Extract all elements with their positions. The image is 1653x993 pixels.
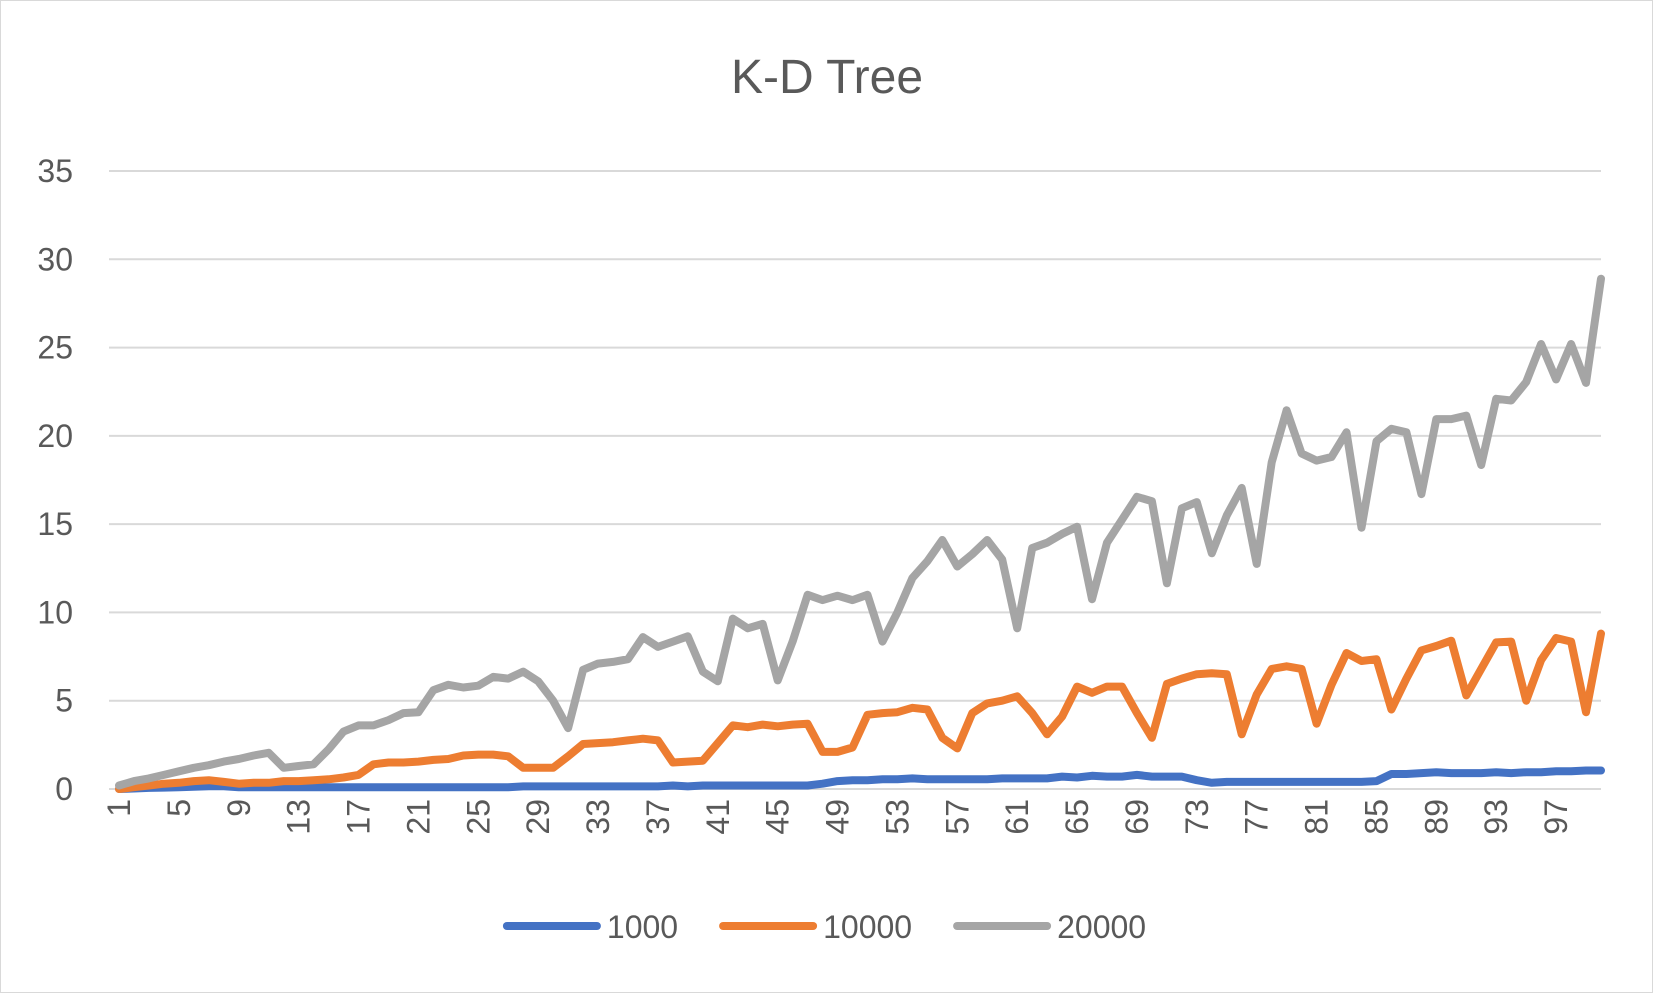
- x-tick-label: 89: [1418, 799, 1454, 835]
- x-tick-label: 73: [1179, 799, 1215, 835]
- x-tick-label: 37: [640, 799, 676, 835]
- legend-label-20000: 20000: [1057, 909, 1146, 945]
- x-tick-label: 17: [341, 799, 377, 835]
- y-tick-label: 15: [37, 506, 73, 542]
- x-tick-label: 33: [580, 799, 616, 835]
- x-tick-label: 93: [1478, 799, 1514, 835]
- x-tick-label: 65: [1059, 799, 1095, 835]
- x-tick-label: 49: [820, 799, 856, 835]
- x-axis-tick-labels: 1 5 9 13 17 21 25 29 33 37 41 45 49 53 57 61 65 69 73 77 81 8…: [101, 799, 1574, 835]
- series-line-20000: [115, 274, 1605, 790]
- x-tick-label: 5: [161, 799, 197, 817]
- y-tick-label: 30: [37, 241, 73, 277]
- x-tick-label: 85: [1358, 799, 1394, 835]
- x-tick-label: 57: [939, 799, 975, 835]
- x-tick-label: 9: [221, 799, 257, 817]
- gridlines: [109, 170, 1601, 790]
- x-tick-label: 21: [400, 799, 436, 835]
- y-axis-tick-labels: 0 5 10 15 20 25 30 35: [37, 153, 73, 807]
- x-tick-label: 77: [1239, 799, 1275, 835]
- legend-label-1000: 1000: [607, 909, 678, 945]
- y-tick-label: 25: [37, 330, 73, 366]
- series-lines: [115, 274, 1605, 793]
- x-tick-label: 97: [1538, 799, 1574, 835]
- y-tick-label: 20: [37, 418, 73, 454]
- x-tick-label: 1: [101, 799, 137, 817]
- x-tick-label: 53: [879, 799, 915, 835]
- x-tick-label: 61: [999, 799, 1035, 835]
- y-tick-label: 10: [37, 594, 73, 630]
- y-tick-label: 35: [37, 153, 73, 189]
- legend: 1000 10000 20000: [502, 909, 1146, 945]
- x-tick-label: 25: [460, 799, 496, 835]
- x-tick-label: 41: [700, 799, 736, 835]
- x-tick-label: 45: [760, 799, 796, 835]
- chart-title: K-D Tree: [731, 51, 923, 104]
- y-tick-label: 0: [55, 771, 73, 807]
- y-tick-label: 5: [55, 683, 73, 719]
- x-tick-label: 29: [520, 799, 556, 835]
- x-tick-label: 69: [1119, 799, 1155, 835]
- x-tick-label: 81: [1299, 799, 1335, 835]
- series-line-1000: [115, 766, 1605, 793]
- series-line-10000: [115, 629, 1605, 793]
- legend-label-10000: 10000: [823, 909, 912, 945]
- x-tick-label: 13: [281, 799, 317, 835]
